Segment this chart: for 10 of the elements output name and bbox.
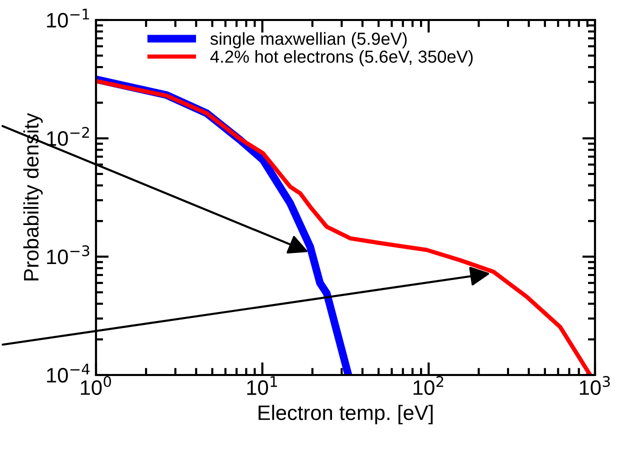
legend-label: 4.2% hot electrons (5.6eV, 350eV) — [210, 50, 473, 66]
x-tick-label: 10$^{3}$ — [580, 376, 610, 396]
x-tick-label: 10$^{0}$ — [80, 376, 112, 396]
x-tick-label: 10$^{2}$ — [414, 376, 444, 396]
y-axis-title: Probability density — [23, 113, 43, 280]
y-tick-label: 10$^{−3}$ — [47, 245, 90, 264]
y-tick-label: 10$^{−1}$ — [47, 8, 90, 28]
x-axis-title: Electron temp. [eV] — [258, 404, 433, 424]
legend-label: single maxwellian (5.9eV) — [210, 32, 407, 48]
x-tick-label: 10$^{1}$ — [247, 376, 277, 396]
